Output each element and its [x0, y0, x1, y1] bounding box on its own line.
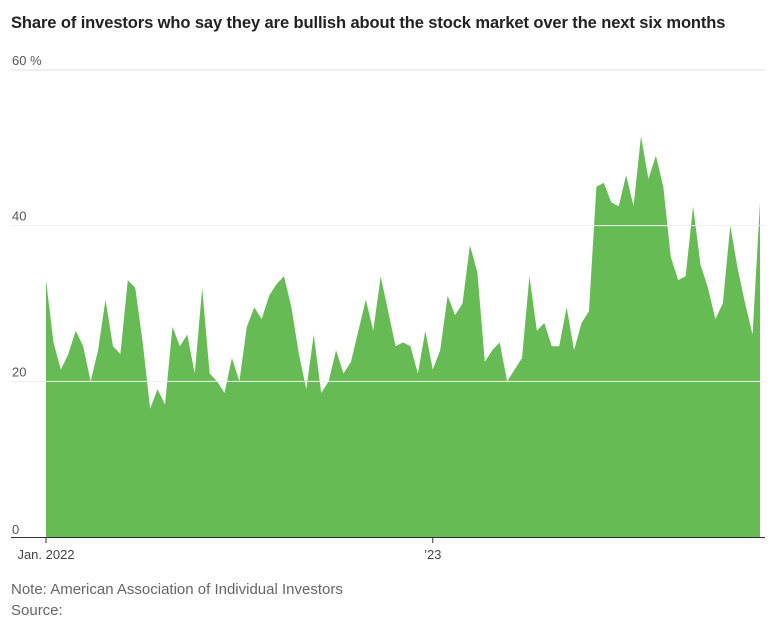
y-tick-label: 40: [12, 209, 26, 224]
y-tick-label: 0: [12, 522, 19, 537]
chart-title: Share of investors who say they are bull…: [11, 14, 726, 32]
footnote: Note: American Association of Individual…: [11, 581, 343, 598]
bullish-area: [46, 136, 760, 537]
y-axis: 0 20 40 60 %: [12, 53, 42, 537]
x-tick-label: ’23: [424, 547, 441, 562]
grid-layer: [11, 69, 765, 382]
y-tick-label: 60 %: [12, 53, 42, 68]
area-layer: [46, 136, 760, 537]
source-note: Source:: [11, 602, 63, 619]
x-axis: Jan. 2022 ’23: [11, 537, 765, 562]
y-tick-label: 20: [12, 364, 26, 379]
x-tick-label: Jan. 2022: [17, 547, 74, 562]
